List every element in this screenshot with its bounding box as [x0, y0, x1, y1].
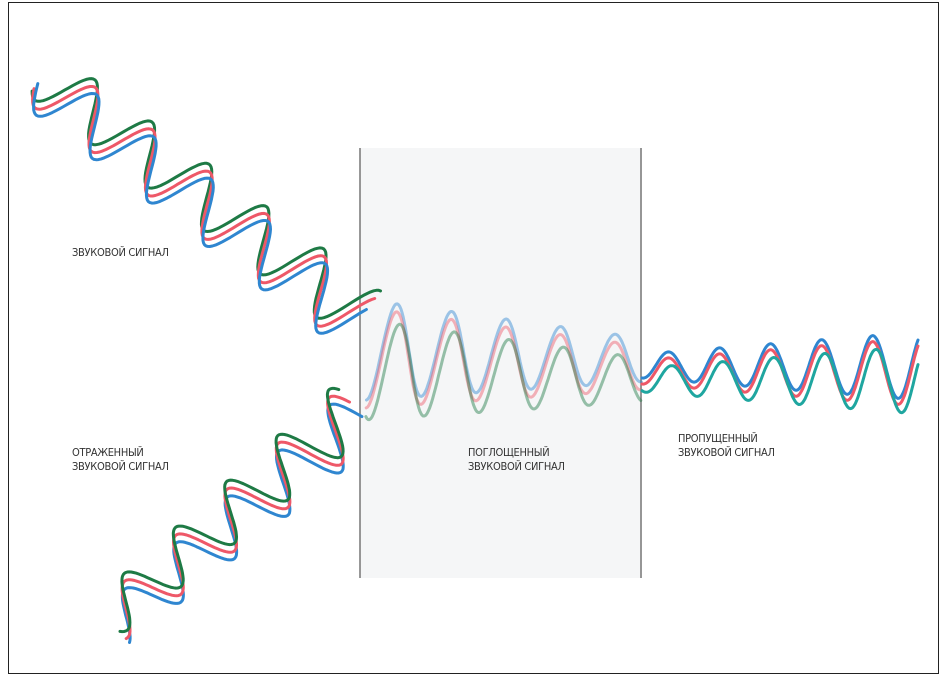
absorbed-signal-label: ПОГЛОЩЕННЫЙ ЗВУКОВОЙ СИГНАЛ [468, 446, 565, 473]
reflected-signal-label: ОТРАЖЕННЫЙ ЗВУКОВОЙ СИГНАЛ [72, 446, 169, 473]
barrier-panel [360, 148, 642, 578]
absorbed-wave-green [364, 322, 643, 422]
incident-signal-label: ЗВУКОВОЙ СИГНАЛ [72, 246, 169, 259]
reflected-wave-blue [120, 402, 364, 644]
transmitted-signal-label: ПРОПУЩЕННЫЙ ЗВУКОВОЙ СИГНАЛ [678, 432, 775, 459]
waves-group [30, 77, 920, 644]
absorbed-wave-blue [365, 302, 643, 402]
incident-wave-blue [32, 82, 368, 335]
transmitted-wave-teal [640, 347, 920, 415]
barrier [359, 148, 642, 578]
absorbed-wave-red [364, 310, 643, 410]
reflected-wave-red [120, 394, 351, 641]
transmitted-wave-blue [640, 334, 920, 400]
incident-wave-green [30, 77, 382, 320]
reflected-wave-green [118, 386, 345, 634]
